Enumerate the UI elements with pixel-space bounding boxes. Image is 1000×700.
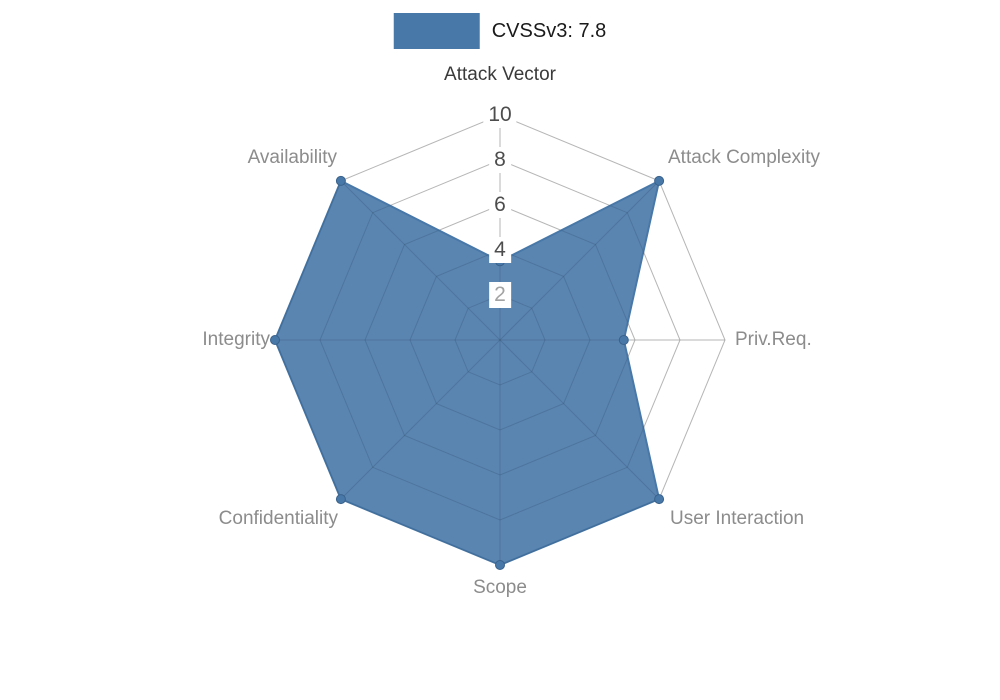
grid-ring-overlay — [409, 249, 591, 431]
vertex-dot-7 — [335, 175, 346, 186]
axis-label-availability: Availability — [247, 147, 337, 168]
tick-label-4: 4 — [489, 237, 511, 263]
vertex-dot-6 — [270, 335, 280, 345]
vertex-dot-1 — [654, 175, 665, 186]
tick-label-8: 8 — [489, 147, 511, 173]
legend-label: CVSSv3: 7.8 — [491, 19, 607, 42]
tick-label-2: 2 — [489, 282, 511, 308]
axis-label-confidentiality: Confidentiality — [218, 508, 338, 529]
axis-spoke-overlay — [499, 180, 660, 341]
axis-label-priv-req: Priv.Req. — [735, 329, 812, 350]
grid-ring-overlay — [319, 159, 681, 521]
legend-swatch — [393, 13, 480, 49]
axis-label-scope: Scope — [473, 577, 527, 598]
legend[interactable]: CVSSv3: 7.8 — [393, 13, 607, 49]
grid-ring-overlay — [364, 204, 636, 476]
axis-label-user-interaction: User Interaction — [670, 508, 805, 529]
tick-label-10: 10 — [483, 102, 517, 128]
vertex-dot-2 — [618, 335, 629, 345]
axis-spoke-overlay — [499, 339, 660, 500]
axis-label-attack-vector: Attack Vector — [444, 64, 556, 85]
axis-label-attack-complexity: Attack Complexity — [668, 147, 821, 168]
grid-ring-overlay — [454, 294, 546, 386]
axis-spoke-overlay — [340, 180, 501, 341]
vertex-dot-5 — [335, 494, 346, 505]
vertex-dot-3 — [654, 494, 665, 505]
tick-label-6: 6 — [489, 192, 511, 218]
axis-spoke-overlay — [340, 339, 501, 500]
axis-label-integrity: Integrity — [202, 329, 270, 350]
vertex-dot-4 — [495, 560, 505, 570]
